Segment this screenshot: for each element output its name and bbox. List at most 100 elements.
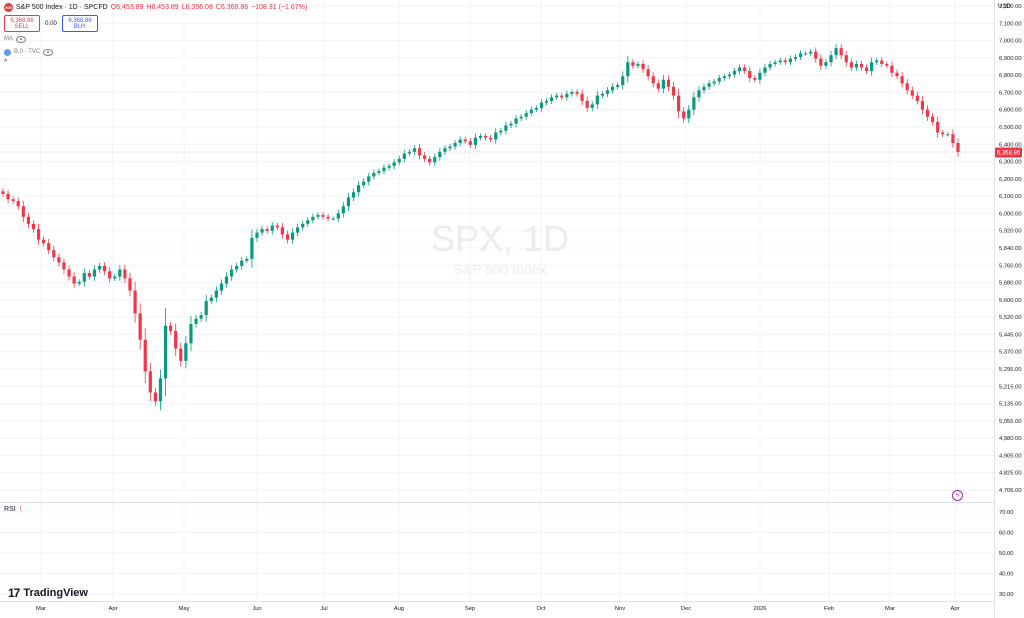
- candle: [595, 90, 599, 110]
- candle: [153, 387, 157, 406]
- candle: [209, 294, 213, 305]
- ohlc-open: O6,453.89: [110, 4, 144, 11]
- candle: [113, 273, 117, 281]
- candle: [250, 229, 254, 268]
- candle: [204, 294, 208, 322]
- candle: [839, 43, 843, 60]
- buy-button[interactable]: 6,368.86 BUY: [62, 15, 98, 32]
- candle: [417, 144, 422, 160]
- candle: [47, 238, 51, 255]
- candle: [824, 59, 828, 69]
- price-axis-label: 7,000.00: [999, 39, 1022, 45]
- candle: [682, 107, 686, 123]
- grid-lines: [0, 0, 994, 601]
- candle: [382, 164, 386, 175]
- candle: [478, 133, 483, 141]
- candle: [651, 72, 655, 88]
- price-axis-label: 6,500.00: [999, 125, 1022, 131]
- rsi-axis-label: 30.00: [999, 592, 1014, 598]
- time-axis-label: Feb: [824, 606, 834, 612]
- eye-icon[interactable]: [16, 35, 26, 43]
- candle: [240, 257, 244, 270]
- indicator-ma-label: MA: [4, 36, 13, 42]
- candle: [356, 180, 361, 197]
- lightning-icon[interactable]: ϟ: [952, 490, 963, 501]
- candle: [768, 60, 772, 71]
- time-axis-label: Oct: [536, 606, 545, 612]
- price-axis[interactable]: 7,200.00 7,100.00 7,000.00 6,900.00 6,800.00…: [999, 4, 1022, 494]
- candle: [128, 272, 132, 297]
- symbol-title[interactable]: S&P 500 Index · 1D · SPCFD: [16, 4, 108, 11]
- candle: [753, 75, 757, 83]
- candle: [224, 272, 229, 288]
- candle: [62, 258, 66, 274]
- candle: [1, 188, 5, 197]
- candle: [910, 86, 914, 100]
- candle: [778, 57, 782, 65]
- candle: [301, 220, 305, 231]
- candle: [448, 143, 452, 151]
- price-axis-label: 5,760.00: [999, 263, 1022, 269]
- candle: [621, 71, 625, 90]
- candle: [138, 303, 142, 350]
- rsi-axis[interactable]: 70.00 60.00 50.00 40.00 30.00: [999, 510, 1014, 598]
- time-axis-label: Mar: [36, 606, 46, 612]
- tradingview-logo-text: TradingView: [23, 587, 88, 599]
- candle: [280, 223, 284, 239]
- candle: [443, 145, 447, 155]
- candle: [31, 220, 36, 233]
- candle: [102, 262, 107, 275]
- candle: [849, 58, 853, 72]
- candle: [829, 50, 833, 67]
- candle: [189, 316, 193, 352]
- symbol-logo-icon: 500: [4, 3, 13, 12]
- price-axis-label: 4,825.00: [999, 471, 1022, 477]
- candle: [290, 228, 295, 244]
- candle: [529, 106, 533, 117]
- price-axis-label: 5,445.00: [999, 332, 1022, 338]
- candle: [26, 212, 30, 229]
- candle: [524, 109, 528, 120]
- candle: [428, 155, 432, 166]
- time-axis-label: Apr: [108, 606, 117, 612]
- price-axis-label: 5,370.00: [999, 350, 1022, 356]
- price-axis-label: 6,100.00: [999, 194, 1022, 200]
- collapse-legend-button[interactable]: ^: [4, 59, 8, 66]
- tradingview-logo[interactable]: 17 TradingView: [8, 586, 88, 600]
- candle: [494, 128, 498, 144]
- candle: [42, 236, 46, 247]
- currency-label[interactable]: USD: [998, 4, 1011, 10]
- candle: [504, 121, 508, 135]
- time-axis-label: 2026: [754, 606, 767, 612]
- candle: [697, 86, 701, 102]
- candle: [473, 133, 478, 149]
- sell-button[interactable]: 6,368.86 SELL: [4, 15, 40, 32]
- candle: [570, 89, 574, 97]
- candle: [646, 65, 650, 81]
- rsi-label: RSI: [4, 506, 16, 513]
- eye-icon[interactable]: [43, 48, 54, 56]
- indicator-overlay[interactable]: B,0 · TVC: [4, 46, 307, 58]
- candle: [712, 78, 716, 86]
- price-axis-label: 5,215.00: [999, 384, 1022, 390]
- candle: [864, 64, 869, 75]
- candle: [255, 228, 259, 242]
- candle: [235, 262, 239, 273]
- warning-icon[interactable]: !: [19, 506, 22, 513]
- price-axis-label: 6,200.00: [999, 177, 1022, 183]
- price-axis-label: 5,840.00: [999, 246, 1022, 252]
- candle: [179, 342, 183, 367]
- time-axis-label: Mar: [885, 606, 895, 612]
- candle: [285, 230, 290, 244]
- indicator-ma[interactable]: MA: [4, 33, 307, 45]
- rsi-legend[interactable]: RSI !: [4, 506, 22, 513]
- candle: [423, 152, 427, 162]
- time-axis[interactable]: Mar Apr May Jun Jul Aug Sep Oct Nov Dec 2026 Feb Mar…: [36, 606, 960, 612]
- candle: [397, 155, 401, 166]
- price-axis-label: 7,200.00: [999, 4, 1022, 10]
- candle: [311, 213, 315, 224]
- candle: [367, 172, 371, 186]
- time-axis-label: Apr: [950, 606, 959, 612]
